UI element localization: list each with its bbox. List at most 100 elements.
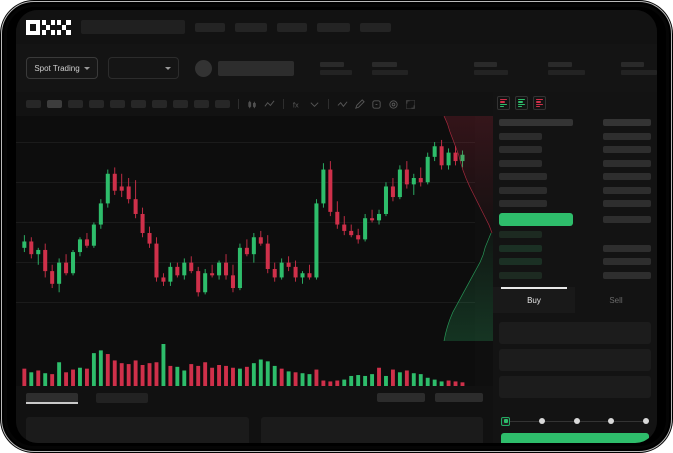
toolbar-divider [328,99,329,109]
bottom-action-2[interactable] [435,393,483,402]
order-price-field[interactable] [499,322,651,344]
stat-change-24h [372,61,408,75]
timeframe-button-6[interactable] [131,100,146,108]
nav-link-3[interactable] [277,22,307,32]
tab-buy-label: Buy [527,295,541,305]
bottom-card-right[interactable] [260,417,483,443]
tab-sell-label: Sell [609,295,623,305]
orderbook-ask-row[interactable] [499,172,651,181]
nav-link-4[interactable] [317,22,350,32]
settings-icon[interactable] [388,99,399,110]
orderbook-rows[interactable] [493,114,657,280]
amount-percent-slider[interactable] [501,415,649,427]
stat-high-24h [474,61,508,75]
logo-letter-k [41,19,56,36]
candlestick-series [22,139,465,297]
orderbook-ask-row[interactable] [499,132,651,141]
slider-step-100[interactable] [643,418,649,424]
top-navigation-bar [16,10,657,44]
chevron-down-icon [83,66,90,70]
magnet-icon[interactable] [371,99,382,110]
timeframe-button-3[interactable] [68,100,83,108]
spot-trading-dropdown[interactable]: Spot Trading [26,57,98,79]
timeframe-button-5[interactable] [110,100,125,108]
orderbook-ask-row[interactable] [499,145,651,154]
order-panel: Buy Sell [493,92,657,443]
stat-last-price [320,61,352,75]
gridline [16,262,475,263]
gridline [16,142,475,143]
gridline [16,182,475,183]
compare-icon[interactable] [309,99,320,110]
nav-link-5[interactable] [360,22,391,32]
chevron-down-icon [165,66,171,70]
line-chart-icon[interactable] [264,99,275,110]
timeframe-button-4[interactable] [89,100,104,108]
bottom-card-left[interactable] [26,417,249,443]
timeframe-button-10[interactable] [215,100,230,108]
fullscreen-icon[interactable] [405,99,416,110]
pair-select-dropdown[interactable] [108,57,179,79]
orderbook-mode-bids-icon[interactable] [515,96,528,110]
slider-step-25[interactable] [538,418,545,424]
toolbar-divider [238,99,239,109]
orderbook-bid-row[interactable] [499,230,651,239]
indicators-icon[interactable]: fx [292,99,303,110]
spread-price-highlight [499,212,573,226]
stat-low-24h [548,61,585,75]
depth-chart-svg [443,116,493,341]
trend-line-icon[interactable] [337,99,348,110]
market-bar: Spot Trading [16,44,657,92]
price-chart-panel[interactable] [16,116,475,386]
submit-order-button[interactable] [501,433,649,443]
order-total-field[interactable] [499,376,651,398]
gridline [16,302,475,303]
toolbar-divider [283,99,284,109]
logo-letter-x [57,19,71,36]
candlestick-chart-icon[interactable] [247,99,258,110]
timeframe-button-2[interactable] [47,100,62,108]
orderbook-ask-row[interactable] [499,159,651,168]
volume-series [22,344,465,386]
timeframe-button-9[interactable] [194,100,209,108]
timeframe-button-7[interactable] [152,100,167,108]
app-screen: Spot Trading [16,10,657,443]
nav-link-2[interactable] [235,22,267,32]
nav-link-1[interactable] [195,22,225,32]
tab-open-orders[interactable] [26,393,78,403]
orders-bottom-panel [16,386,493,443]
stat-volume-24h [621,61,657,75]
orderbook-mode-toggles [493,92,657,114]
orderbook-mode-both-icon[interactable] [497,96,510,110]
order-amount-field[interactable] [499,349,651,371]
orderbook-ask-row[interactable] [499,199,651,208]
pencil-icon[interactable] [354,98,365,110]
orderbook-spread-row[interactable] [499,212,651,226]
orderbook-bid-row[interactable] [499,244,651,253]
tab-order-history[interactable] [96,393,148,403]
timeframe-button-1[interactable] [26,100,41,108]
pair-name [218,60,294,76]
logo-letter-o [26,19,40,35]
orderbook-bid-row[interactable] [499,271,651,280]
avatar [195,59,212,77]
buy-sell-tabs: Buy Sell [493,287,657,313]
orderbook-mode-asks-icon[interactable] [533,96,546,110]
active-tab-underline [26,402,78,404]
okx-logo[interactable] [26,19,71,36]
orderbook-bid-row[interactable] [499,257,651,266]
slider-step-75[interactable] [608,418,615,424]
timeframe-button-8[interactable] [173,100,188,108]
slider-step-50[interactable] [573,418,580,424]
search-input[interactable] [81,20,185,34]
bottom-action-1[interactable] [377,393,425,402]
orderbook-header-row [499,118,651,127]
svg-text:fx: fx [293,100,299,109]
depth-chart-overlay [440,116,493,341]
orderbook-ask-row[interactable] [499,186,651,195]
slider-step-0[interactable] [501,416,510,426]
tab-sell[interactable]: Sell [575,287,657,313]
tab-buy[interactable]: Buy [493,287,575,313]
pair-identity [195,59,294,77]
